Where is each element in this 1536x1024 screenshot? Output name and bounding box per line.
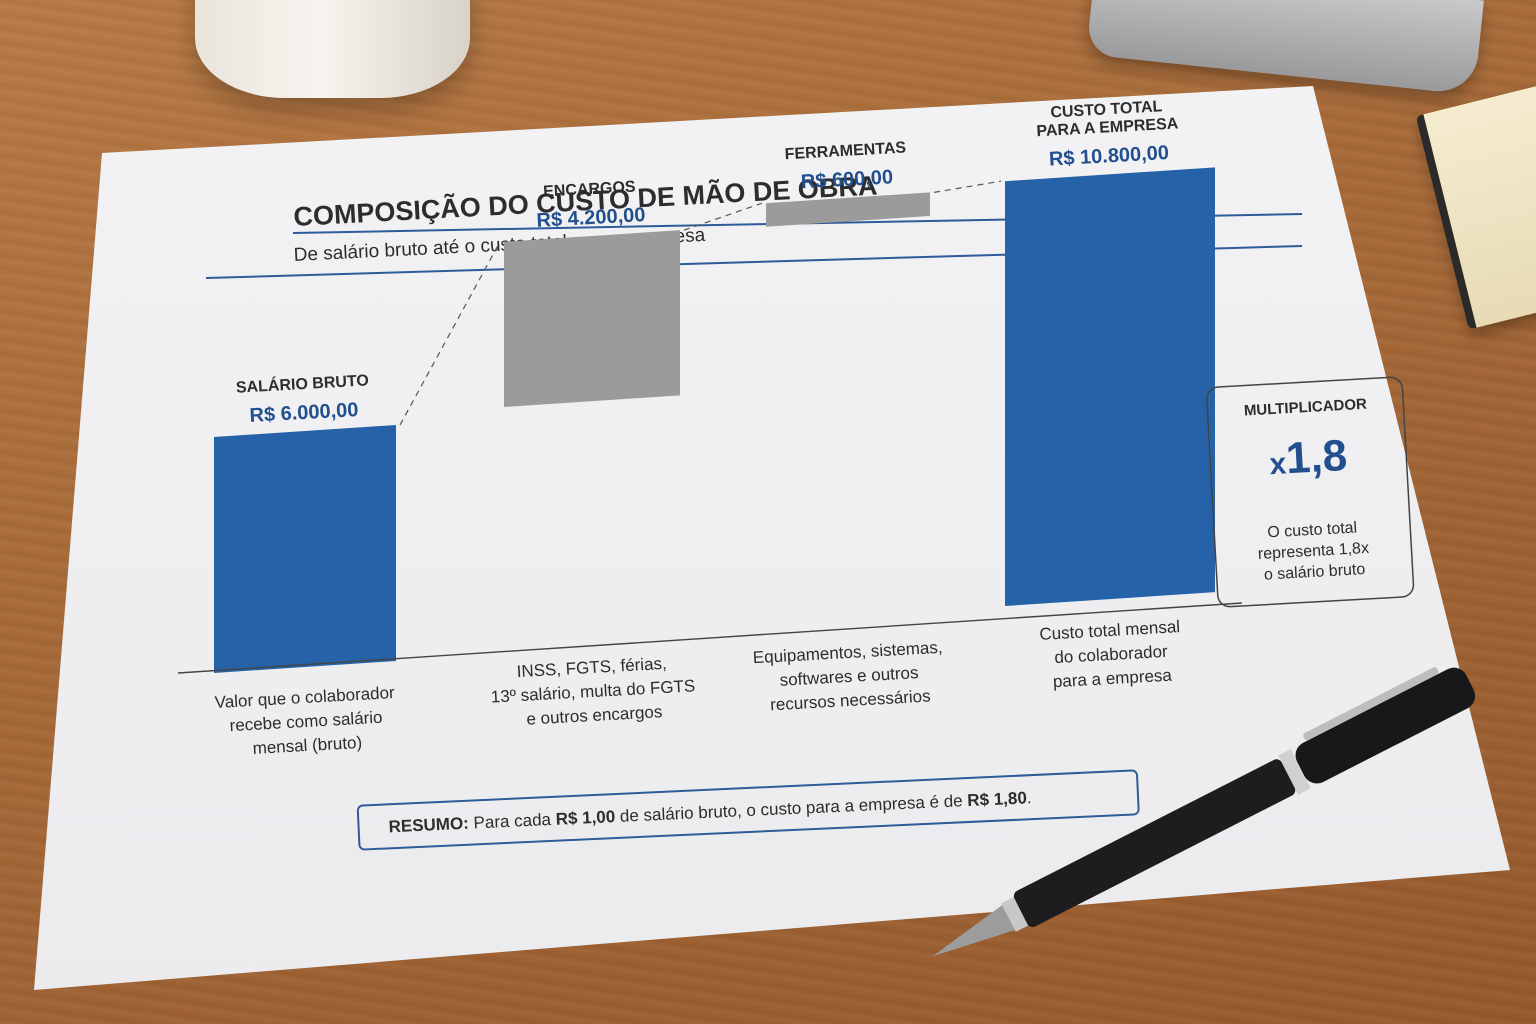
bar-0 bbox=[214, 424, 396, 673]
description-1-0: INSS, FGTS, férias, bbox=[516, 654, 667, 681]
summary-part-a: Para cada bbox=[473, 810, 556, 833]
multiplier-note-3: o salário bruto bbox=[1264, 561, 1366, 584]
description-3-1: do colaborador bbox=[1054, 642, 1169, 667]
connector-1 bbox=[683, 202, 763, 231]
summary-bold-a: R$ 1,00 bbox=[555, 807, 615, 829]
baseline bbox=[177, 602, 1243, 674]
description-1-2: e outros encargos bbox=[526, 702, 663, 729]
multiplier-prefix: x bbox=[1269, 447, 1288, 481]
summary-label: RESUMO: bbox=[388, 814, 469, 837]
bars-layer bbox=[214, 167, 1215, 673]
multiplier-box: MULTIPLICADOR x1,8 O custo total represe… bbox=[1206, 376, 1415, 608]
category-label-3-0: CUSTO TOTAL bbox=[1050, 98, 1163, 121]
description-0-1: recebe como salário bbox=[229, 708, 383, 736]
category-label-0: SALÁRIO BRUTO bbox=[235, 370, 369, 396]
coffee-mug bbox=[195, 0, 470, 98]
multiplier-note-1: O custo total bbox=[1267, 519, 1358, 541]
description-2-1: softwares e outros bbox=[779, 663, 919, 690]
description-3-2: para a empresa bbox=[1052, 666, 1172, 692]
description-0-2: mensal (bruto) bbox=[252, 733, 362, 758]
connector-0 bbox=[399, 241, 501, 426]
bar-1 bbox=[504, 230, 680, 407]
multiplier-number: 1,8 bbox=[1285, 431, 1349, 483]
bar-3 bbox=[1005, 167, 1215, 606]
connector-2 bbox=[933, 180, 1002, 193]
value-label-3: R$ 10.800,00 bbox=[1048, 142, 1169, 171]
multiplier-note-2: representa 1,8x bbox=[1257, 540, 1369, 563]
category-label-2: FERRAMENTAS bbox=[784, 139, 907, 163]
description-2-2: recursos necessários bbox=[770, 686, 931, 714]
multiplier-value: x1,8 bbox=[1268, 431, 1348, 484]
multiplier-frame bbox=[1206, 376, 1415, 608]
summary-part-b: de salário bruto, o custo para a empresa… bbox=[615, 791, 968, 826]
description-3-0: Custo total mensal bbox=[1039, 617, 1181, 644]
value-label-0: R$ 6.000,00 bbox=[249, 399, 359, 427]
summary-box: RESUMO: Para cada R$ 1,00 de salário bru… bbox=[356, 769, 1140, 851]
bar-2 bbox=[766, 192, 930, 227]
value-label-2: R$ 600,00 bbox=[800, 166, 893, 193]
multiplier-title: MULTIPLICADOR bbox=[1243, 396, 1367, 420]
summary-part-c: . bbox=[1026, 788, 1032, 807]
connectors-layer bbox=[399, 180, 1002, 426]
summary-bold-b: R$ 1,80 bbox=[967, 788, 1027, 810]
category-label-1: ENCARGOS bbox=[543, 178, 637, 200]
summary-text: RESUMO: Para cada R$ 1,00 de salário bru… bbox=[388, 788, 1032, 836]
